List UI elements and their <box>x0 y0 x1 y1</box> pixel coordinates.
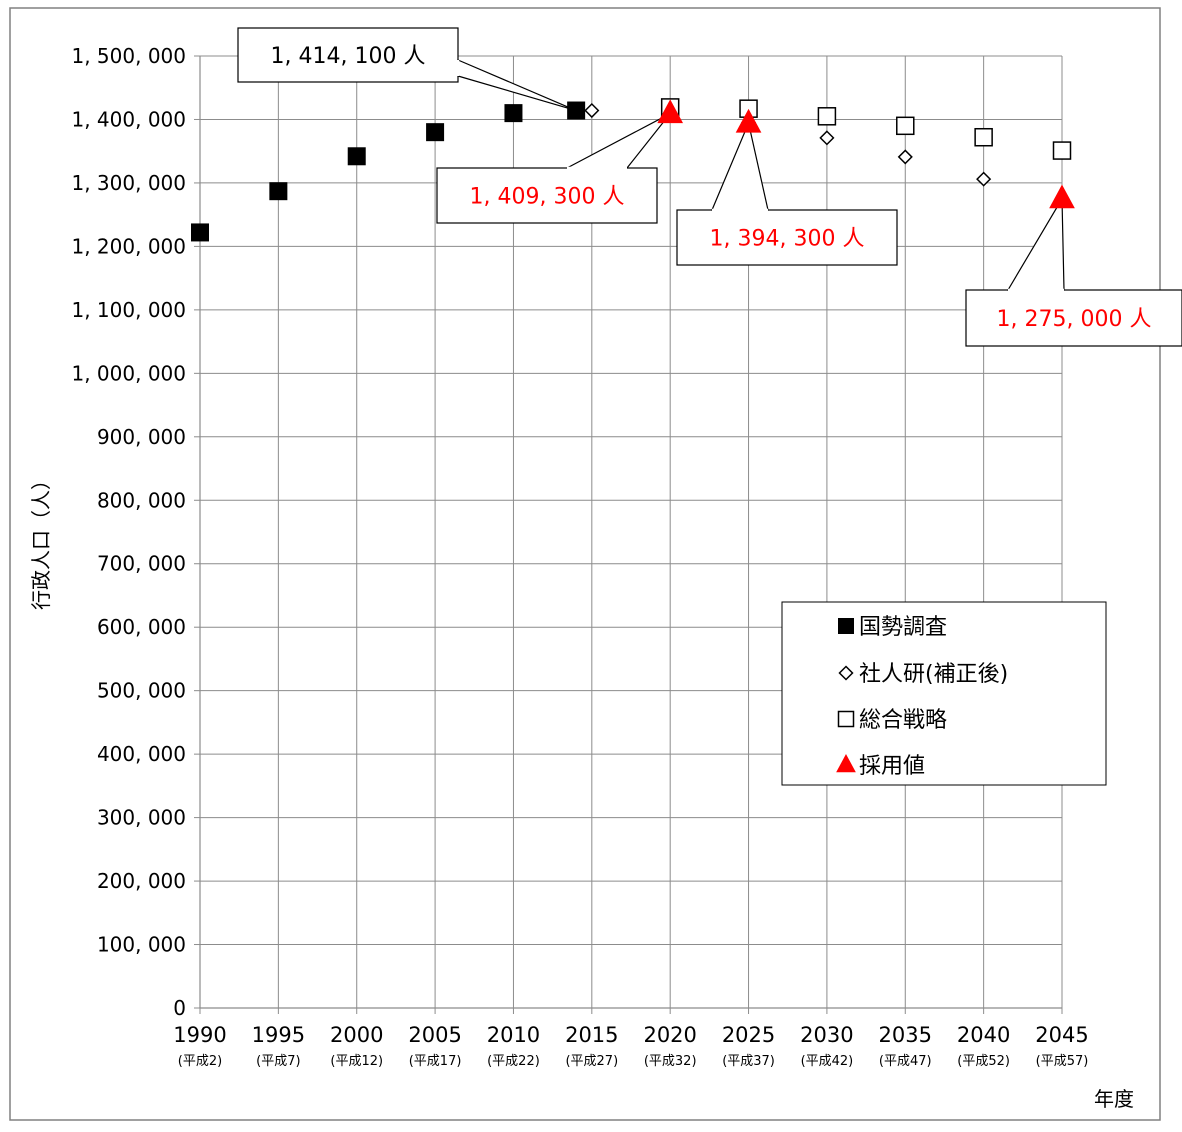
callout-label: 1, 275, 000 人 <box>997 307 1152 332</box>
marker-filled-square <box>191 223 209 242</box>
callout-box <box>965 289 1182 347</box>
x-tick-label: 2020 <box>643 1023 696 1047</box>
callout-label: 1, 394, 300 人 <box>710 227 865 252</box>
marker-filled-triangle <box>1049 184 1075 209</box>
marker-filled-square <box>426 123 445 142</box>
legend-label: 国勢調査 <box>859 615 947 640</box>
grid <box>200 55 1063 1008</box>
callout-box <box>436 167 658 224</box>
legend-box <box>781 601 1107 786</box>
x-tick-label: 2025 <box>722 1023 775 1047</box>
x-tick-label: 2000 <box>330 1023 383 1047</box>
callouts: 1, 414, 100 人 1, 409, 300 人 1, 394, 300 人 1… <box>237 27 1182 347</box>
y-tick-label: 1, 200, 000 <box>71 234 186 258</box>
x-tick-sublabel: (平成12) <box>330 1054 383 1069</box>
x-tick-sublabel: (平成17) <box>409 1054 462 1069</box>
y-tick-labels: 0 100, 000 200, 000 300, 000 400, 000 500, 00… <box>71 44 186 1020</box>
x-tick-label: 2010 <box>487 1023 540 1047</box>
x-tick-label: 1995 <box>252 1023 305 1047</box>
x-tick-sublabel: (平成32) <box>644 1054 697 1069</box>
x-tick-label: 2030 <box>800 1023 853 1047</box>
legend-label: 総合戦略 <box>859 708 947 733</box>
marker-open-square <box>974 127 993 147</box>
x-tick-label: 1990 <box>173 1023 226 1047</box>
legend-label: 採用値 <box>859 754 925 779</box>
x-tick-sublabel: (平成7) <box>256 1054 300 1069</box>
marker-open-diamond <box>976 171 992 187</box>
marker-open-square <box>837 710 855 728</box>
y-tick-label: 900, 000 <box>97 425 186 449</box>
y-tick-label: 1, 100, 000 <box>71 298 186 322</box>
marker-filled-triangle <box>735 108 762 133</box>
callout-box <box>237 27 459 83</box>
y-tick-label: 0 <box>173 996 186 1020</box>
marker-open-diamond <box>897 149 913 165</box>
marker-filled-square <box>838 618 854 634</box>
y-tick-label: 1, 500, 000 <box>71 44 186 68</box>
legend-label: 社人研(補正後) <box>859 662 1008 687</box>
x-axis-title: 年度 <box>1094 1087 1134 1111</box>
callout-box <box>676 209 898 266</box>
marker-open-diamond <box>838 665 854 681</box>
y-tick-label: 600, 000 <box>97 615 186 639</box>
y-tick-label: 200, 000 <box>97 869 186 893</box>
axes <box>194 55 1063 1014</box>
x-tick-label: 2045 <box>1035 1023 1088 1047</box>
y-tick-label: 300, 000 <box>97 806 186 830</box>
marker-filled-square <box>504 104 523 123</box>
x-tick-sublabel: (平成22) <box>487 1054 540 1069</box>
x-tick-label: 2040 <box>957 1023 1010 1047</box>
y-tick-label: 1, 300, 000 <box>71 171 186 195</box>
x-tick-label: 2015 <box>565 1023 618 1047</box>
marker-open-square <box>817 107 837 126</box>
y-axis-title: 行政人口（人） <box>29 470 53 610</box>
marker-filled-square <box>347 147 366 166</box>
marker-filled-triangle <box>836 754 856 773</box>
y-tick-label: 1, 400, 000 <box>71 107 186 131</box>
marker-open-square <box>896 116 915 136</box>
y-tick-label: 400, 000 <box>97 742 186 766</box>
x-tick-label: 2005 <box>408 1023 461 1047</box>
marker-open-square <box>1052 141 1072 160</box>
x-tick-labels: 1990 (平成2) 1995 (平成7) 2000 (平成12) 2005 (平成17) 20… <box>173 1023 1088 1069</box>
series-filled-triangle <box>657 99 1075 209</box>
data-markers <box>191 98 1075 242</box>
callout-label: 1, 409, 300 人 <box>470 185 625 210</box>
x-tick-sublabel: (平成42) <box>801 1054 854 1069</box>
y-tick-label: 500, 000 <box>97 679 186 703</box>
marker-filled-triangle <box>657 99 684 124</box>
callout-label: 1, 414, 100 人 <box>271 44 426 69</box>
x-tick-sublabel: (平成57) <box>1036 1054 1089 1069</box>
marker-filled-square <box>269 182 288 201</box>
y-tick-label: 100, 000 <box>97 933 186 957</box>
marker-open-diamond <box>584 102 600 119</box>
x-tick-sublabel: (平成47) <box>879 1054 932 1069</box>
y-tick-label: 800, 000 <box>97 488 186 512</box>
y-tick-label: 1, 000, 000 <box>71 361 186 385</box>
y-tick-label: 700, 000 <box>97 552 186 576</box>
x-tick-sublabel: (平成37) <box>722 1054 775 1069</box>
x-tick-sublabel: (平成27) <box>565 1054 618 1069</box>
marker-filled-square <box>567 101 586 120</box>
marker-open-diamond <box>819 130 835 146</box>
x-tick-sublabel: (平成52) <box>957 1054 1010 1069</box>
x-tick-label: 2035 <box>879 1023 932 1047</box>
x-tick-sublabel: (平成2) <box>178 1054 222 1069</box>
